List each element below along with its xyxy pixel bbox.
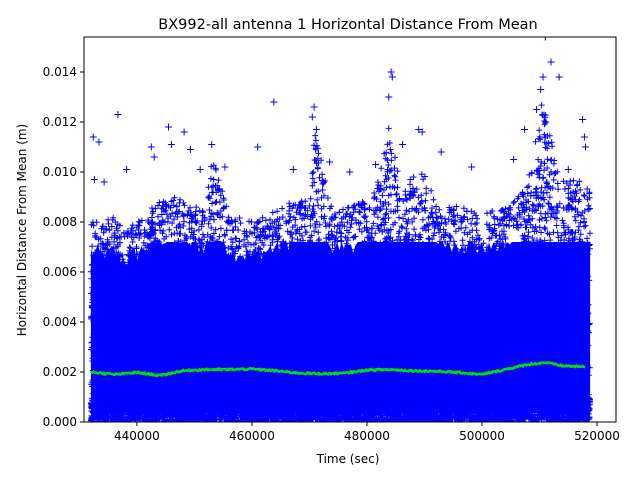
x-axis: 440000 460000 480000 500000 520000: [114, 422, 620, 443]
outlier-point: [510, 156, 518, 163]
outlier-point: [372, 161, 380, 168]
outlier-point: [385, 93, 393, 101]
y-tick-label: 0.006: [43, 265, 77, 279]
outlier-point: [310, 103, 318, 111]
scatter-series-points: [87, 102, 593, 422]
outlier-point: [388, 73, 396, 81]
mean-line-group: [89, 361, 586, 378]
outlier-point: [100, 178, 108, 186]
outlier-point: [555, 73, 563, 81]
y-axis: 0.000 0.002 0.004 0.006 0.008 0.010 0.012 0.014: [43, 65, 84, 429]
outlier-point: [180, 128, 188, 136]
y-tick-label: 0.002: [43, 365, 77, 379]
outlier-point: [468, 163, 476, 171]
outlier-point: [564, 166, 572, 173]
outlier-point: [147, 143, 155, 151]
outlier-point: [167, 141, 175, 148]
y-tick-label: 0.000: [43, 415, 77, 429]
outlier-point: [418, 128, 426, 136]
outlier-point: [270, 98, 278, 106]
outlier-point: [308, 113, 316, 121]
y-tick-label: 0.004: [43, 315, 77, 329]
outlier-point: [579, 116, 587, 123]
outlier-point: [123, 166, 131, 173]
outlier-point: [114, 111, 122, 118]
x-tick-label: 440000: [114, 429, 160, 443]
outlier-point: [580, 133, 588, 141]
outlier-point: [289, 166, 297, 173]
outlier-point: [150, 153, 158, 161]
outlier-point: [537, 86, 545, 93]
chart-title: BX992-all antenna 1 Horizontal Distance …: [158, 17, 537, 33]
outlier-point: [346, 168, 354, 176]
plot-frame: [83, 36, 617, 423]
y-tick-label: 0.008: [43, 215, 77, 229]
outlier-point: [521, 126, 529, 133]
outlier-point: [196, 166, 204, 173]
outlier-point: [387, 68, 395, 76]
outlier-point: [326, 158, 334, 166]
outlier-point: [547, 58, 555, 66]
outlier-point: [165, 123, 172, 131]
outlier-point: [437, 148, 445, 156]
outlier-point: [254, 143, 262, 151]
outlier-point: [541, 37, 549, 41]
outlier-point: [582, 143, 589, 151]
outlier-point: [208, 141, 216, 148]
outlier-point: [186, 146, 194, 153]
x-tick-label: 460000: [229, 429, 275, 443]
outlier-point: [90, 176, 98, 183]
mean-line: [89, 361, 586, 378]
outlier-point: [399, 141, 407, 148]
y-tick-label: 0.014: [43, 65, 77, 79]
outlier-group: [89, 37, 589, 186]
outlier-point: [533, 106, 541, 113]
x-axis-title: Time (sec): [316, 452, 380, 466]
y-tick-label: 0.012: [43, 115, 77, 129]
outlier-point: [221, 163, 229, 171]
y-axis-title: Horizontal Distance From Mean (m): [15, 124, 29, 336]
y-tick-label: 0.010: [43, 165, 77, 179]
outlier-point: [89, 133, 97, 141]
outlier-point: [95, 138, 103, 146]
outlier-point: [312, 126, 320, 133]
x-tick-label: 500000: [459, 429, 505, 443]
x-tick-label: 520000: [574, 429, 620, 443]
outlier-point: [539, 73, 547, 81]
x-tick-label: 480000: [344, 429, 390, 443]
